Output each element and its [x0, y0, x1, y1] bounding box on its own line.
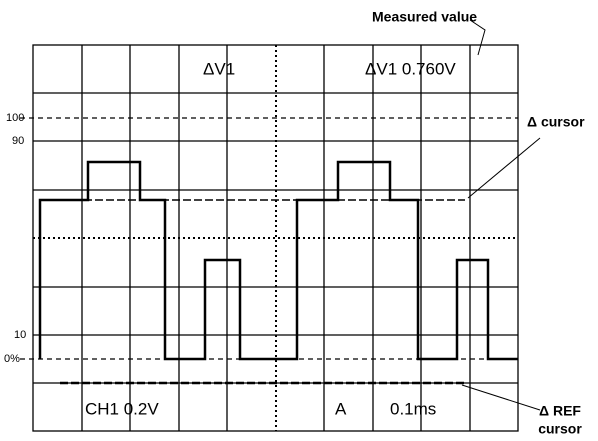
scale-label: 10 — [14, 329, 26, 341]
screen-readout: ΔV1 0.760V — [365, 59, 456, 78]
screen-readout: CH1 0.2V — [85, 399, 159, 418]
scale-label: 90 — [12, 135, 24, 147]
vertical-grid — [81, 45, 471, 431]
waveform — [38, 160, 518, 361]
graticule — [20, 44, 519, 432]
center-axes — [33, 45, 518, 431]
ref-arrow — [461, 384, 541, 411]
measured-arrow — [469, 19, 486, 56]
ref-label: cursor — [538, 421, 582, 437]
leader-lines — [461, 19, 541, 411]
screen-border — [32, 44, 519, 432]
cursor-arrow — [467, 137, 541, 199]
screen-readout: ΔV1 — [203, 59, 235, 78]
measured-label: Measured value — [372, 9, 477, 25]
screen-readout: 0.1ms — [390, 399, 436, 418]
delta-cursor-label: Δ cursor — [527, 114, 585, 130]
scale-label: 100 — [6, 112, 24, 124]
screen-readout: A — [335, 399, 347, 418]
scale-label: 0% — [4, 353, 20, 365]
ref-label: Δ REF — [539, 403, 581, 419]
